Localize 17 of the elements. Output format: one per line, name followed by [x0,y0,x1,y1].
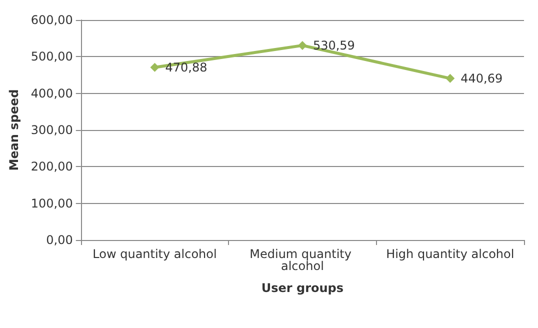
y-tick-label: 0,00 [46,233,73,247]
data-label: 440,69 [460,71,503,86]
data-label: 470,88 [165,60,208,74]
y-tick-label: 400,00 [30,86,73,100]
y-tick-label: 100,00 [30,196,73,210]
point [150,62,160,72]
point [446,74,455,83]
data-label: 530,59 [312,38,355,52]
y-tick-label: 500,00 [30,50,73,64]
y-tick-label: 600,00 [30,13,73,27]
y-axis-title: Mean speed [7,89,21,171]
y-tick-label: 200,00 [30,160,73,174]
x-tick-label: Low quantity alcohol [92,247,217,261]
x-tick-label: High quantity alcohol [386,247,514,261]
y-tick-label: 300,00 [30,123,73,137]
x-tick-label: Medium quantity alcohol [250,247,356,273]
x-axis-title: User groups [261,281,344,295]
